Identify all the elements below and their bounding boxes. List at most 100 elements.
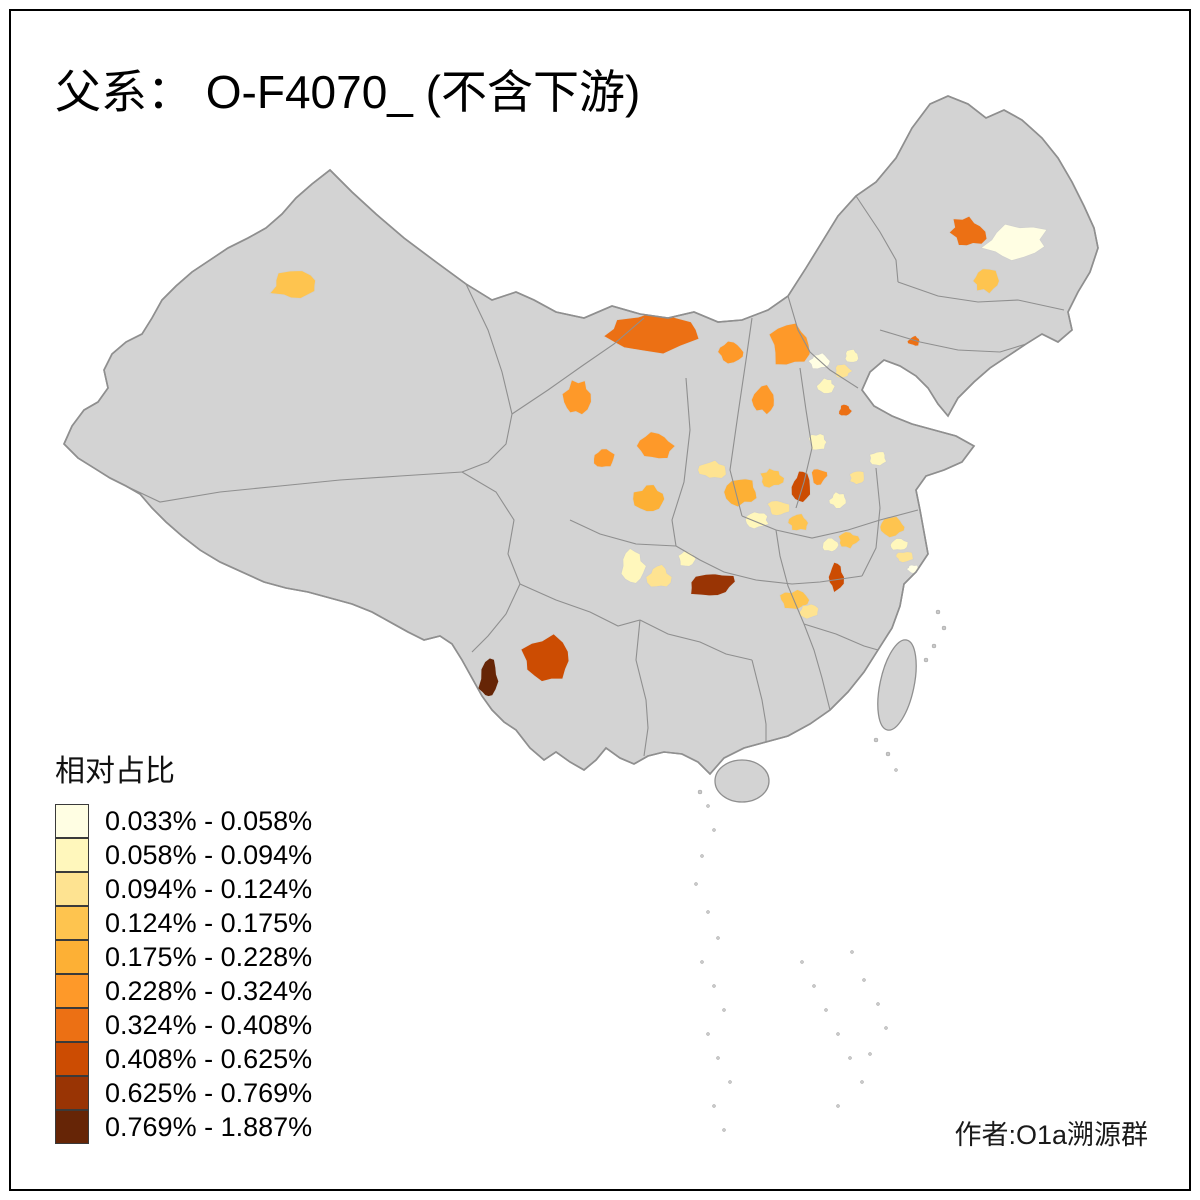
- islet: [800, 960, 804, 964]
- province-border: [855, 195, 899, 283]
- province-border: [803, 623, 831, 711]
- map-region: [948, 215, 988, 246]
- province-border: [519, 583, 641, 627]
- legend-swatch: [55, 905, 89, 940]
- legend-label: 0.124% - 0.175%: [105, 907, 313, 938]
- map-region: [751, 384, 775, 416]
- islet: [876, 1002, 880, 1006]
- province-borders: [125, 195, 1065, 757]
- islet: [712, 984, 716, 988]
- islet: [836, 1104, 840, 1108]
- map-region: [561, 379, 592, 416]
- map-region: [690, 573, 736, 597]
- legend-label: 0.408% - 0.625%: [105, 1043, 313, 1074]
- map-region: [980, 223, 1048, 261]
- taiwan-island: [877, 639, 917, 731]
- province-border: [795, 367, 813, 509]
- islet: [935, 609, 941, 615]
- map-region: [759, 467, 785, 489]
- map-region: [520, 633, 570, 682]
- map-region: [808, 433, 828, 451]
- map-region: [816, 377, 836, 394]
- map-region: [906, 334, 921, 347]
- islet: [694, 882, 698, 886]
- author-credit: 作者:O1a溯源群: [954, 1120, 1148, 1150]
- province-border: [639, 619, 753, 661]
- map-region: [620, 547, 647, 584]
- legend-row: 0.124% - 0.175%: [55, 905, 313, 940]
- legend-swatch: [55, 973, 89, 1008]
- map-region: [697, 459, 727, 479]
- map-region: [766, 500, 790, 516]
- islet: [923, 657, 929, 663]
- map-region: [787, 513, 809, 531]
- legend-label: 0.058% - 0.094%: [105, 839, 313, 870]
- legend-swatch: [55, 1075, 89, 1110]
- legend-label: 0.175% - 0.228%: [105, 941, 313, 972]
- map-region: [889, 538, 909, 551]
- province-border: [897, 281, 1065, 311]
- map-region: [632, 484, 665, 512]
- islet: [700, 854, 704, 858]
- map-region: [828, 491, 847, 509]
- islet: [716, 1056, 720, 1060]
- map-region: [895, 551, 914, 563]
- legend-row: 0.058% - 0.094%: [55, 837, 313, 872]
- province-border: [125, 471, 463, 503]
- province-border: [775, 529, 805, 625]
- islet: [850, 950, 854, 954]
- province-border: [671, 377, 691, 547]
- map-region: [779, 589, 810, 610]
- islands: [694, 609, 947, 1132]
- map-region: [645, 564, 673, 588]
- islet: [700, 960, 704, 964]
- legend-swatch: [55, 1041, 89, 1076]
- islet: [868, 1052, 872, 1056]
- map-region: [972, 268, 1000, 295]
- legend-label: 0.228% - 0.324%: [105, 975, 313, 1006]
- map-region: [593, 448, 616, 468]
- legend-row: 0.625% - 0.769%: [55, 1075, 313, 1110]
- map-region: [636, 431, 676, 459]
- legend-swatch: [55, 871, 89, 906]
- legend-label: 0.769% - 1.887%: [105, 1111, 313, 1142]
- map-title: 父系： O-F4070_ (不含下游): [55, 66, 641, 118]
- islet: [860, 1080, 864, 1084]
- islet: [941, 625, 947, 631]
- china-outline: [63, 95, 1099, 776]
- islet: [862, 978, 866, 982]
- islet: [931, 643, 937, 649]
- province-border: [675, 545, 863, 585]
- legend-swatch: [55, 1007, 89, 1042]
- map-region: [869, 451, 887, 467]
- legend-label: 0.324% - 0.408%: [105, 1009, 313, 1040]
- province-border: [741, 509, 919, 539]
- china-outline-stroke: [63, 95, 1099, 776]
- map-region: [828, 561, 845, 594]
- map-region: [838, 403, 853, 417]
- legend-rows: 0.033% - 0.058% 0.058% - 0.094% 0.094% - 0…: [55, 803, 313, 1144]
- map-region: [879, 516, 906, 538]
- province-border: [879, 329, 1027, 353]
- islet: [716, 936, 720, 940]
- legend-row: 0.033% - 0.058%: [55, 803, 313, 838]
- province-border: [461, 283, 513, 473]
- china-outline-stroke: [63, 95, 1099, 776]
- legend-label: 0.033% - 0.058%: [105, 805, 313, 836]
- legend-row: 0.769% - 1.887%: [55, 1109, 313, 1144]
- legend-row: 0.408% - 0.625%: [55, 1041, 313, 1076]
- islet: [873, 737, 879, 743]
- islet: [824, 1008, 828, 1012]
- legend-swatch: [55, 803, 89, 838]
- legend-label: 0.625% - 0.769%: [105, 1077, 313, 1108]
- map-region: [811, 468, 828, 486]
- hainan-island: [714, 759, 770, 803]
- legend-title: 相对占比: [55, 755, 175, 788]
- colored-regions: [269, 215, 1048, 697]
- islet: [706, 1032, 710, 1036]
- legend-row: 0.228% - 0.324%: [55, 973, 313, 1008]
- islet: [848, 1056, 852, 1060]
- islet: [894, 768, 898, 772]
- province-border: [751, 659, 767, 742]
